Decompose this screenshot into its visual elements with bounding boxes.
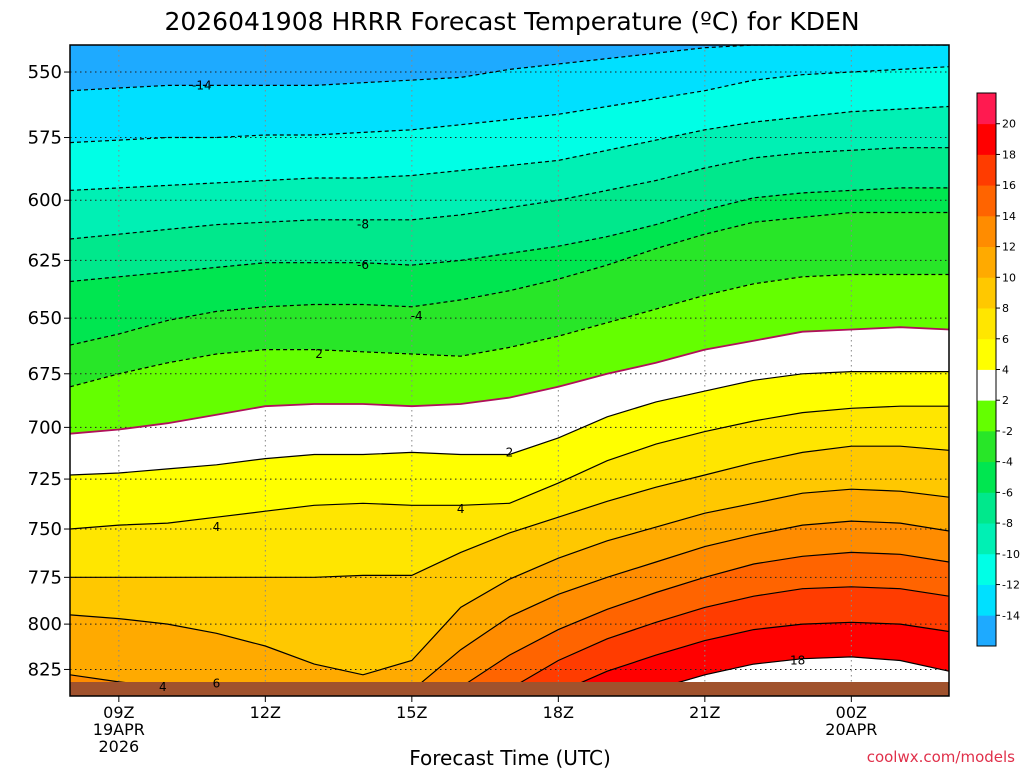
x-tick-label: 18Z bbox=[543, 703, 574, 722]
credit-text: coolwx.com/models bbox=[867, 748, 1015, 766]
colorbar-label: -12 bbox=[1002, 579, 1020, 592]
colorbar-swatch bbox=[977, 277, 996, 309]
isotherm-10 bbox=[70, 488, 949, 676]
y-tick-label: 575 bbox=[28, 128, 62, 149]
isotherm--10 bbox=[70, 105, 949, 191]
temperature-fills bbox=[70, 45, 949, 696]
x-axis-label: Forecast Time (UTC) bbox=[409, 746, 611, 768]
y-tick-label: 550 bbox=[28, 62, 62, 83]
colorbar-swatch bbox=[977, 246, 996, 278]
contour-label: 18 bbox=[790, 653, 805, 667]
contour-label: 4 bbox=[213, 520, 221, 534]
isotherm-8 bbox=[70, 445, 949, 578]
chart-title: 2026041908 HRRR Forecast Temperature (ºC… bbox=[164, 7, 859, 36]
y-tick-label: 600 bbox=[28, 190, 62, 211]
isotherm-20 bbox=[625, 656, 949, 696]
contour-label: -4 bbox=[411, 309, 423, 323]
y-tick-label: 700 bbox=[28, 417, 62, 438]
contour-label: 4 bbox=[159, 680, 167, 694]
x-tick-label: 2026 bbox=[98, 737, 139, 756]
grid-lines bbox=[70, 45, 949, 696]
y-tick-label: 725 bbox=[28, 469, 62, 490]
x-tick-label: 21Z bbox=[689, 703, 720, 722]
colorbar-swatch bbox=[977, 185, 996, 217]
colorbar-label: 8 bbox=[1002, 302, 1009, 315]
colorbar-label: -14 bbox=[1002, 609, 1020, 622]
colorbar-label: 12 bbox=[1002, 241, 1016, 254]
isotherm--12 bbox=[70, 66, 949, 144]
colorbar-swatch bbox=[977, 584, 996, 616]
isotherm-4 bbox=[70, 371, 949, 476]
colorbar-label: 10 bbox=[1002, 271, 1016, 284]
x-tick-label: 19APR bbox=[93, 720, 145, 739]
y-tick-label: 675 bbox=[28, 364, 62, 385]
y-tick-label: 650 bbox=[28, 308, 62, 329]
isotherm-2 bbox=[70, 326, 949, 435]
colorbar-label: 20 bbox=[1002, 118, 1016, 131]
contour-label: 2 bbox=[315, 347, 323, 361]
x-tick-label: 09Z bbox=[103, 703, 134, 722]
isotherm--4 bbox=[70, 211, 949, 346]
y-tick-label: 800 bbox=[28, 614, 62, 635]
isotherm-lines bbox=[70, 45, 949, 696]
colorbar-swatch bbox=[977, 123, 996, 155]
colorbar-swatch bbox=[977, 430, 996, 463]
colorbar-swatch bbox=[977, 215, 996, 248]
y-tick-label: 775 bbox=[28, 567, 62, 588]
colorbar-label: 2 bbox=[1002, 394, 1009, 407]
plot-frame bbox=[69, 44, 950, 697]
colorbar-swatch bbox=[977, 615, 996, 647]
colorbar-label: 6 bbox=[1002, 333, 1009, 346]
colorbar-swatch bbox=[977, 338, 996, 370]
colorbar-label: 4 bbox=[1002, 364, 1009, 377]
colorbar-swatch bbox=[977, 308, 996, 340]
band-16 bbox=[480, 586, 949, 696]
colorbar-label: 14 bbox=[1002, 210, 1016, 223]
isotherm-18 bbox=[535, 621, 949, 696]
band-14 bbox=[429, 552, 949, 696]
colorbar-swatch bbox=[977, 369, 996, 401]
colorbar-swatch bbox=[977, 523, 996, 555]
colorbar-swatch bbox=[977, 154, 996, 186]
colorbar-swatch bbox=[977, 553, 996, 585]
x-tick-label: 00Z bbox=[836, 703, 867, 722]
colorbar-swatch bbox=[977, 461, 996, 493]
colorbar-legend: -14 -12 -10 -8 -6 -4 -2 2 4 6 8 10 12 14 16 18 20 bbox=[976, 92, 1020, 647]
y-tick-label: 825 bbox=[28, 659, 62, 680]
contour-label: -14 bbox=[192, 78, 212, 92]
y-tick-label: 750 bbox=[28, 519, 62, 540]
isotherm--8 bbox=[70, 147, 949, 240]
y-axis: 550 575 600 625 650 675 700 725 750 775 800 825 bbox=[28, 62, 70, 680]
contour-label: 6 bbox=[213, 677, 221, 691]
isotherm-14 bbox=[428, 551, 949, 696]
x-tick-label: 15Z bbox=[396, 703, 427, 722]
contour-labels: -14 -8 -6 -4 2 2 4 4 18 4 6 bbox=[159, 78, 805, 694]
colorbar-label: -10 bbox=[1002, 548, 1020, 561]
isotherm--6 bbox=[70, 187, 949, 283]
colorbar-label: -2 bbox=[1002, 425, 1013, 438]
isotherm-6 bbox=[70, 405, 949, 530]
colorbar-label: -6 bbox=[1002, 486, 1013, 499]
contour-label: 2 bbox=[506, 445, 514, 459]
contour-label: -8 bbox=[357, 218, 369, 232]
colorbar-swatch bbox=[977, 400, 996, 432]
x-tick-label: 20APR bbox=[825, 720, 877, 739]
colorbar-label: -8 bbox=[1002, 517, 1013, 530]
band-18 bbox=[537, 621, 949, 696]
y-tick-label: 625 bbox=[28, 250, 62, 271]
terrain-ground bbox=[70, 682, 949, 696]
isotherm--2 bbox=[70, 273, 949, 388]
colorbar-label: -4 bbox=[1002, 456, 1013, 469]
colorbar-swatch bbox=[977, 93, 996, 125]
colorbar-label: 16 bbox=[1002, 179, 1016, 192]
contour-label: -6 bbox=[357, 258, 369, 272]
x-tick-label: 12Z bbox=[250, 703, 281, 722]
colorbar-label: 18 bbox=[1002, 148, 1016, 161]
contour-label: 4 bbox=[457, 502, 465, 516]
colorbar-swatch bbox=[977, 492, 996, 524]
